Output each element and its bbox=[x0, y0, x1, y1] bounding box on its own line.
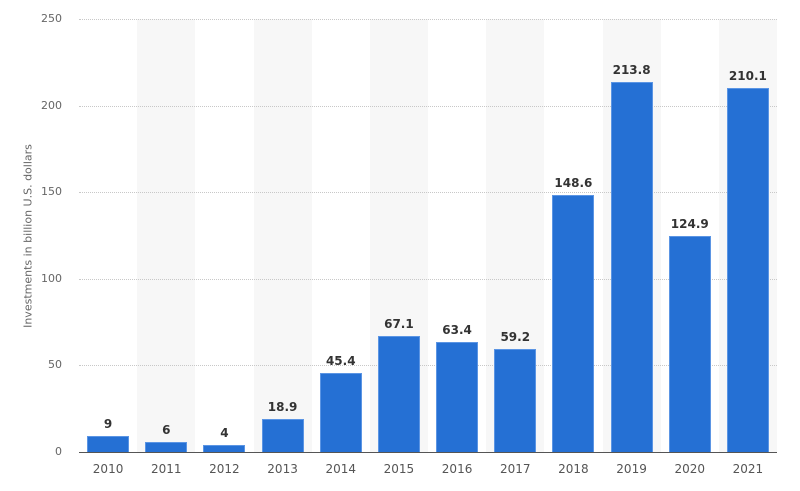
x-tick-label: 2012 bbox=[209, 462, 240, 476]
x-tick-label: 2018 bbox=[558, 462, 589, 476]
value-label: 213.8 bbox=[612, 62, 651, 77]
bar-2010[interactable] bbox=[87, 436, 130, 452]
x-axis-line bbox=[79, 452, 777, 453]
x-tick-label: 2014 bbox=[325, 462, 357, 476]
bar-2014[interactable] bbox=[319, 373, 362, 452]
value-label: 6 bbox=[162, 422, 171, 437]
gridline bbox=[79, 105, 777, 107]
bar-2011[interactable] bbox=[145, 441, 188, 452]
bar-2017[interactable] bbox=[494, 349, 537, 452]
bar-2013[interactable] bbox=[261, 419, 304, 452]
value-label: 210.1 bbox=[728, 69, 767, 84]
gridline bbox=[79, 365, 777, 367]
y-tick-label: 200 bbox=[41, 98, 62, 112]
value-label: 63.4 bbox=[442, 323, 472, 338]
x-tick-label: 2015 bbox=[383, 462, 415, 476]
category-band bbox=[137, 19, 196, 452]
category-band bbox=[253, 19, 312, 452]
y-axis-label: Investments in billion U.S. dollars bbox=[21, 144, 35, 328]
y-tick-label: 50 bbox=[48, 358, 62, 372]
bar-2016[interactable] bbox=[436, 342, 479, 452]
bar-2021[interactable] bbox=[726, 88, 769, 452]
gridline bbox=[79, 19, 777, 20]
y-tick-label: 0 bbox=[55, 445, 62, 458]
bar-2019[interactable] bbox=[610, 81, 653, 452]
x-tick-label: 2020 bbox=[674, 462, 706, 476]
y-tick-label: 150 bbox=[41, 185, 62, 199]
x-tick-label: 2019 bbox=[616, 462, 647, 476]
bar-2012[interactable] bbox=[203, 445, 246, 452]
x-tick-label: 2016 bbox=[441, 462, 473, 476]
value-label: 4 bbox=[220, 426, 229, 441]
value-label: 148.6 bbox=[554, 175, 593, 190]
x-tick-label: 2010 bbox=[92, 462, 124, 476]
x-tick-label: 2013 bbox=[267, 462, 298, 476]
bar-2015[interactable] bbox=[377, 335, 420, 452]
value-label: 45.4 bbox=[325, 354, 356, 369]
bar-2020[interactable] bbox=[668, 235, 711, 452]
value-label: 18.9 bbox=[267, 400, 298, 415]
x-tick-label: 2011 bbox=[150, 462, 182, 476]
x-tick-label: 2021 bbox=[732, 462, 764, 476]
value-label: 124.9 bbox=[670, 216, 709, 231]
value-label: 9 bbox=[103, 417, 113, 432]
value-label: 67.1 bbox=[384, 316, 414, 331]
gridline bbox=[79, 192, 777, 194]
bar-2018[interactable] bbox=[552, 194, 595, 452]
y-tick-label: 100 bbox=[41, 271, 62, 285]
value-label: 59.2 bbox=[500, 330, 531, 345]
y-tick-label: 250 bbox=[41, 12, 62, 25]
x-tick-label: 2017 bbox=[499, 462, 531, 476]
gridline bbox=[79, 278, 777, 280]
